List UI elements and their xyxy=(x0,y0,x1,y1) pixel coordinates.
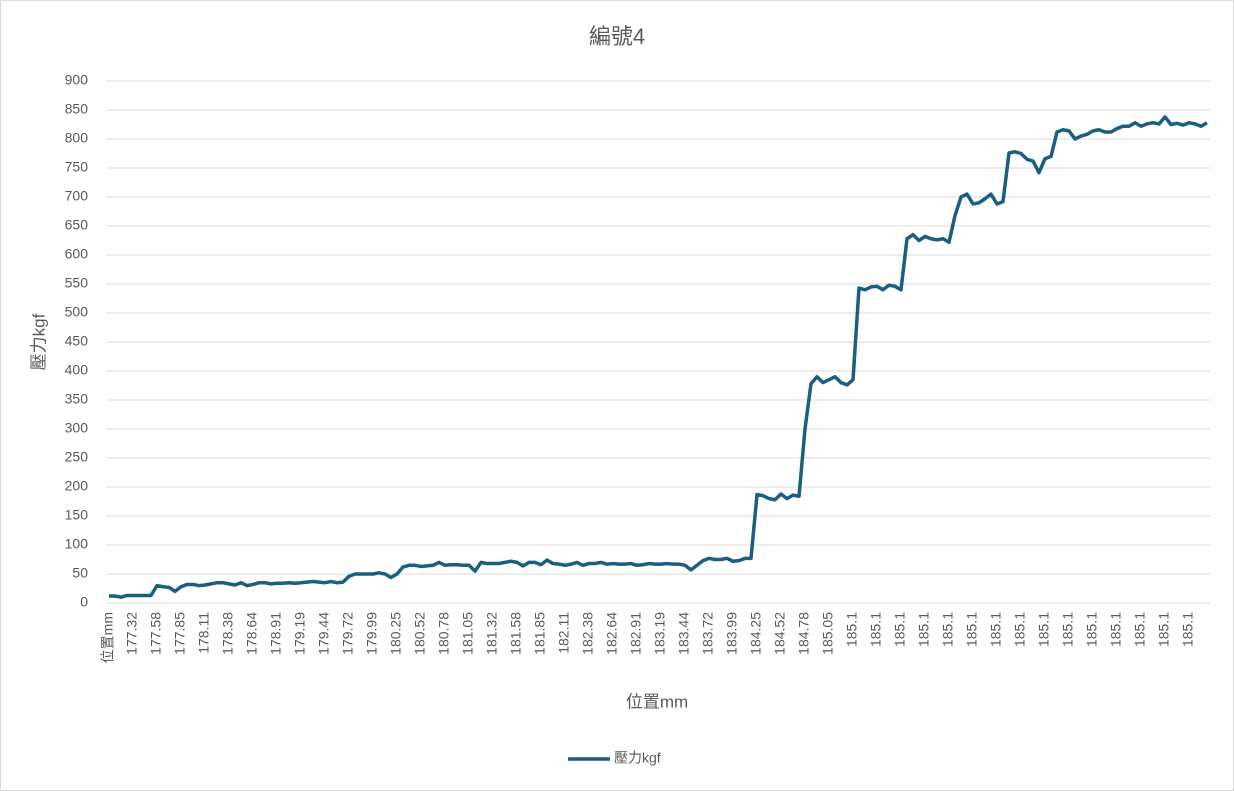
y-tick-label: 600 xyxy=(65,246,89,262)
y-tick-label: 550 xyxy=(65,275,89,291)
y-tick-label: 700 xyxy=(65,188,89,204)
x-tick-label: 184.78 xyxy=(796,612,812,655)
x-tick-label: 180.25 xyxy=(388,612,404,655)
x-tick-label: 185.1 xyxy=(916,612,932,647)
x-tick-label: 177.32 xyxy=(124,612,140,655)
x-tick-label: 185.05 xyxy=(820,612,836,655)
x-tick-label: 182.11 xyxy=(556,612,572,654)
x-tick-label: 184.52 xyxy=(772,612,788,655)
x-tick-label: 183.19 xyxy=(652,612,668,655)
data-line xyxy=(109,115,1208,599)
x-tick-label: 185.1 xyxy=(868,612,884,647)
x-tick-label: 182.64 xyxy=(604,612,620,655)
x-tick-label: 185.1 xyxy=(964,612,980,647)
x-tick-label: 181.85 xyxy=(532,612,548,655)
x-tick-label: 185.1 xyxy=(1156,612,1172,647)
x-tick-label: 179.72 xyxy=(340,612,356,655)
x-tick-label: 178.64 xyxy=(244,612,260,655)
x-tick-label: 178.38 xyxy=(220,612,236,655)
x-tick-label: 182.38 xyxy=(580,612,596,655)
y-tick-label: 0 xyxy=(80,594,88,610)
x-tick-label: 185.1 xyxy=(1180,612,1196,647)
x-tick-label: 183.72 xyxy=(700,612,716,655)
x-tick-label: 178.11 xyxy=(196,612,212,654)
x-tick-label: 177.85 xyxy=(172,612,188,655)
y-tick-label: 300 xyxy=(65,420,89,436)
y-tick-label: 850 xyxy=(65,101,89,117)
x-tick-label: 185.1 xyxy=(1108,612,1124,647)
y-tick-label: 250 xyxy=(65,449,89,465)
x-tick-label: 177.58 xyxy=(148,612,164,655)
x-tick-label: 185.1 xyxy=(892,612,908,647)
y-tick-label: 750 xyxy=(65,159,89,175)
x-tick-label: 181.32 xyxy=(484,612,500,655)
x-tick-label: 184.25 xyxy=(748,612,764,655)
x-tick-label: 185.1 xyxy=(988,612,1004,647)
x-tick-label: 179.99 xyxy=(364,612,380,655)
x-tick-label: 185.1 xyxy=(940,612,956,647)
x-tick-label: 183.99 xyxy=(724,612,740,655)
x-axis-title: 位置mm xyxy=(626,692,688,711)
y-tick-label: 650 xyxy=(65,217,89,233)
x-tick-label: 181.58 xyxy=(508,612,524,655)
chart-title: 編號4 xyxy=(589,24,645,49)
y-tick-label: 350 xyxy=(65,391,89,407)
y-tick-label: 900 xyxy=(65,72,89,88)
y-tick-label: 800 xyxy=(65,130,89,146)
y-tick-label: 150 xyxy=(65,507,89,523)
x-tick-label: 185.1 xyxy=(1060,612,1076,647)
legend-label: 壓力kgf xyxy=(614,750,661,766)
x-tick-label: 180.78 xyxy=(436,612,452,655)
x-tick-label: 位置mm xyxy=(100,612,116,663)
x-tick-label: 185.1 xyxy=(1084,612,1100,647)
y-tick-label: 450 xyxy=(65,333,89,349)
x-tick-label: 182.91 xyxy=(628,612,644,655)
y-tick-label: 100 xyxy=(65,536,89,552)
x-tick-label: 185.1 xyxy=(1132,612,1148,647)
y-axis-title: 壓力kgf xyxy=(29,313,48,370)
x-tick-label: 179.19 xyxy=(292,612,308,655)
y-tick-label: 50 xyxy=(72,565,88,581)
x-tick-label: 183.44 xyxy=(676,612,692,655)
x-tick-label: 185.1 xyxy=(844,612,860,647)
y-tick-label: 500 xyxy=(65,304,89,320)
y-tick-label: 200 xyxy=(65,478,89,494)
x-tick-label: 185.1 xyxy=(1012,612,1028,647)
x-tick-label: 185.1 xyxy=(1036,612,1052,647)
x-tick-label: 180.52 xyxy=(412,612,428,655)
x-tick-label: 181.05 xyxy=(460,612,476,655)
x-tick-label: 178.91 xyxy=(268,612,284,655)
x-tick-label: 179.44 xyxy=(316,612,332,655)
y-tick-label: 400 xyxy=(65,362,89,378)
